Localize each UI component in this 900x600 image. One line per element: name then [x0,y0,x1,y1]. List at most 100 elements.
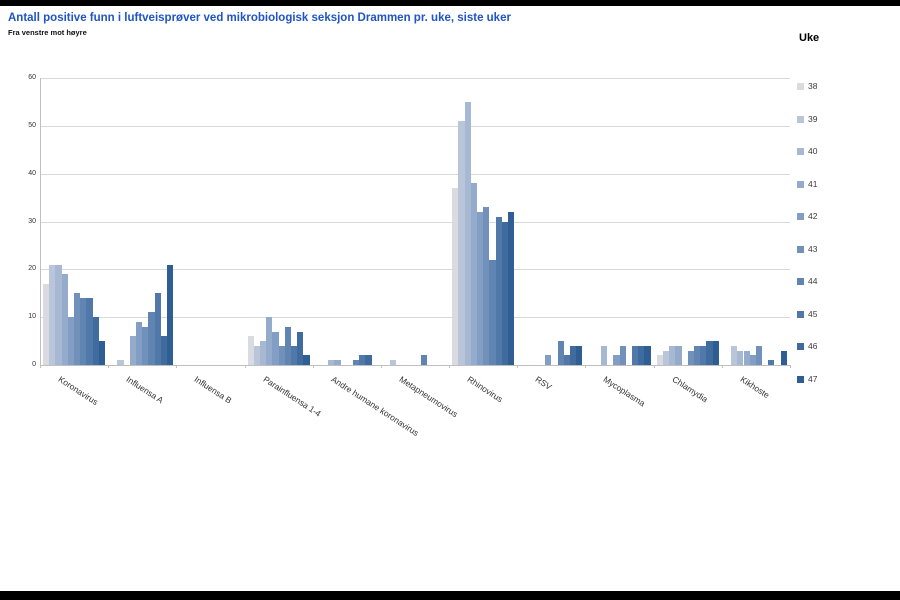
legend-label-week-39: 39 [808,113,818,124]
bar-week43-parainfluensa-1-4 [278,345,285,365]
category-tick [176,365,178,368]
bar-week44-rhinovirus [489,259,496,365]
legend-swatch-week-47 [797,375,804,383]
bottom-black-band [0,591,900,600]
legend-label-week-43: 43 [808,243,818,254]
category-tick [653,365,655,368]
bar-week39-metapneumovirus [390,360,397,365]
bar-week40-parainfluensa-1-4 [260,341,267,365]
bar-week47-parainfluensa-1-4 [303,355,310,365]
gridline-40 [40,173,790,175]
bar-week45-andre-humane-koronavirus [359,355,366,365]
bar-week39-kikhoste [731,345,738,365]
bar-week47-chlamydia [712,341,719,365]
y-axis-line [40,78,41,365]
legend-swatch-week-39 [797,115,804,123]
legend-swatch-week-38 [797,83,804,90]
legend-swatch-week-44 [797,278,804,285]
category-tick [40,365,41,368]
bar-week44-metapneumovirus [421,355,428,365]
category-label-influensa-a: Influensa A [124,374,166,406]
bar-week46-andre-humane-koronavirus [365,355,372,365]
bar-week47-influensa-a [167,264,174,365]
bar-week46-koronavirus [92,317,99,365]
legend-label-week-46: 46 [808,341,818,351]
y-tick-label-50: 50 [28,121,36,129]
legend-label-week-41: 41 [808,178,818,189]
bar-week42-koronavirus [67,317,75,365]
y-tick-label-60: 60 [28,74,36,81]
bar-week43-mycoplasma [619,345,626,365]
bar-week40-chlamydia [669,345,676,365]
category-label-parainfluensa-1-4: Parainfluensa 1-4 [261,374,323,419]
legend-swatch-week-45 [797,310,804,318]
legend-swatch-week-46 [797,343,804,350]
y-tick-label-20: 20 [28,265,36,273]
bar-week41-koronavirus [61,274,68,365]
bar-week41-influensa-a [129,336,137,365]
bar-week40-mycoplasma [600,345,608,365]
bar-week43-influensa-a [142,326,149,365]
bar-week47-kikhoste [780,350,787,365]
legend-swatch-week-43 [797,245,804,253]
legend-label-week-42: 42 [808,211,818,221]
bar-week44-rsv [557,341,564,365]
category-tick [517,365,519,368]
bar-week45-influensa-a [154,293,161,365]
bar-week38-koronavirus [43,283,50,365]
bar-week44-chlamydia [693,345,701,365]
bar-week42-parainfluensa-1-4 [272,331,279,365]
legend-label-week-45: 45 [808,308,818,319]
bar-week39-influensa-a [117,360,124,365]
bar-week38-parainfluensa-1-4 [247,336,254,365]
chart-title: Antall positive funn i luftveisprøver ve… [8,12,511,24]
legend-label-week-47: 47 [808,373,818,384]
bar-week39-chlamydia [662,350,670,365]
category-label-metapneumovirus: Metapneumovirus [397,374,460,420]
category-tick [312,365,314,368]
category-tick [380,365,382,368]
bar-week43-chlamydia [687,350,694,365]
legend-label-week-40: 40 [808,146,818,156]
bar-week42-rsv [545,355,552,365]
bar-week47-koronavirus [98,341,106,365]
bar-week40-rhinovirus [464,101,471,365]
category-label-kikhoste: Kikhoste [738,374,772,401]
bar-week46-rhinovirus [501,221,508,365]
y-tick-label-0: 0 [32,361,36,368]
bar-week39-rhinovirus [458,121,465,365]
category-tick [244,365,246,368]
bar-week41-andre-humane-koronavirus [334,360,341,365]
legend-title: Uke [799,32,820,44]
bar-week45-parainfluensa-1-4 [291,345,298,365]
bar-week40-kikhoste [737,350,744,365]
bar-week46-rsv [569,345,577,365]
gridline-30 [40,221,790,223]
category-label-koronavirus: Koronavirus [56,374,101,408]
bar-week39-parainfluensa-1-4 [253,345,261,365]
bar-week43-koronavirus [74,293,81,365]
bar-week44-andre-humane-koronavirus [353,360,360,365]
bar-week41-rhinovirus [470,183,477,365]
y-tick-label-40: 40 [28,169,36,177]
bar-week45-kikhoste [768,360,775,365]
bar-week44-koronavirus [80,298,87,365]
gridline-10 [40,317,790,319]
y-tick-label-10: 10 [28,313,36,321]
bar-week41-parainfluensa-1-4 [266,317,273,365]
bar-week38-chlamydia [656,355,663,365]
bar-week47-mycoplasma [644,345,651,365]
bar-week42-rhinovirus [476,211,484,365]
category-tick [449,365,451,368]
category-tick [585,365,587,368]
category-label-mycoplasma: Mycoplasma [602,374,648,409]
bar-week45-mycoplasma [631,345,639,365]
legend-swatch-week-40 [797,148,804,155]
bar-week46-chlamydia [706,341,713,365]
bar-week43-rhinovirus [483,207,490,365]
legend-swatch-week-41 [797,180,804,188]
legend-swatch-week-42 [797,213,804,220]
bar-week45-chlamydia [700,345,707,365]
